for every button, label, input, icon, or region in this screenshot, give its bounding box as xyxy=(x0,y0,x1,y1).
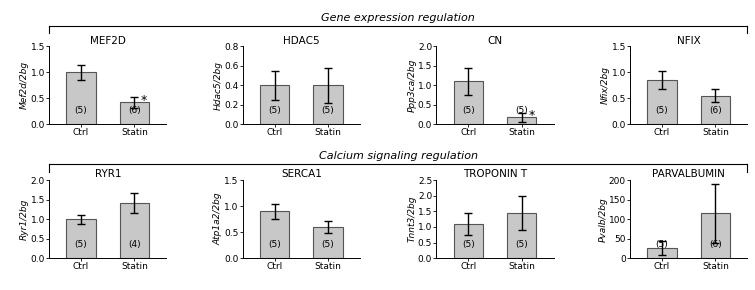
Text: (6): (6) xyxy=(709,106,722,115)
Title: TROPONIN T: TROPONIN T xyxy=(463,169,527,180)
Text: (5): (5) xyxy=(516,106,528,115)
Text: *: * xyxy=(141,94,147,107)
Y-axis label: Ppp3ca/2bg: Ppp3ca/2bg xyxy=(408,59,417,112)
Text: (6): (6) xyxy=(709,240,722,249)
Bar xyxy=(66,219,96,258)
Title: NFIX: NFIX xyxy=(677,36,701,46)
Text: (4): (4) xyxy=(128,240,140,249)
Bar xyxy=(120,203,149,258)
Y-axis label: Ryr1/2bg: Ryr1/2bg xyxy=(20,198,29,240)
Bar xyxy=(648,80,676,124)
Text: (5): (5) xyxy=(75,240,88,249)
Text: (5): (5) xyxy=(462,106,475,115)
Text: (5): (5) xyxy=(268,106,281,115)
Text: (5): (5) xyxy=(655,240,668,249)
Text: (5): (5) xyxy=(268,240,281,249)
Text: (5): (5) xyxy=(516,240,528,249)
Text: (5): (5) xyxy=(322,240,334,249)
Text: (5): (5) xyxy=(655,106,668,115)
Bar xyxy=(454,224,483,258)
Title: MEF2D: MEF2D xyxy=(90,36,125,46)
Bar xyxy=(313,227,343,258)
Y-axis label: Tnnt3/2bg: Tnnt3/2bg xyxy=(408,196,417,242)
Y-axis label: Pvalb/2bg: Pvalb/2bg xyxy=(598,197,607,242)
Bar xyxy=(701,213,730,258)
Text: (5): (5) xyxy=(462,240,475,249)
Bar xyxy=(66,72,96,124)
Y-axis label: Atp1a2/2bg: Atp1a2/2bg xyxy=(214,193,223,246)
Text: Gene expression regulation: Gene expression regulation xyxy=(322,13,475,23)
Text: (6): (6) xyxy=(128,106,141,115)
Bar xyxy=(120,102,149,124)
Title: RYR1: RYR1 xyxy=(94,169,121,180)
Bar xyxy=(260,211,289,258)
Title: HDAC5: HDAC5 xyxy=(283,36,319,46)
Bar xyxy=(701,96,730,124)
Bar xyxy=(507,117,537,124)
Title: SERCA1: SERCA1 xyxy=(281,169,322,180)
Text: *: * xyxy=(528,109,535,122)
Bar xyxy=(313,85,343,124)
Bar xyxy=(648,248,676,258)
Text: (5): (5) xyxy=(75,106,88,115)
Title: PARVALBUMIN: PARVALBUMIN xyxy=(652,169,726,180)
Text: (5): (5) xyxy=(322,106,334,115)
Y-axis label: Nfix/2bg: Nfix/2bg xyxy=(601,66,610,104)
Title: CN: CN xyxy=(488,36,503,46)
Y-axis label: Hdac5/2bg: Hdac5/2bg xyxy=(214,61,223,110)
Bar xyxy=(260,85,289,124)
Bar xyxy=(507,213,537,258)
Bar xyxy=(454,81,483,124)
Text: Calcium signaling regulation: Calcium signaling regulation xyxy=(319,151,478,162)
Y-axis label: Mef2d/2bg: Mef2d/2bg xyxy=(20,61,29,109)
